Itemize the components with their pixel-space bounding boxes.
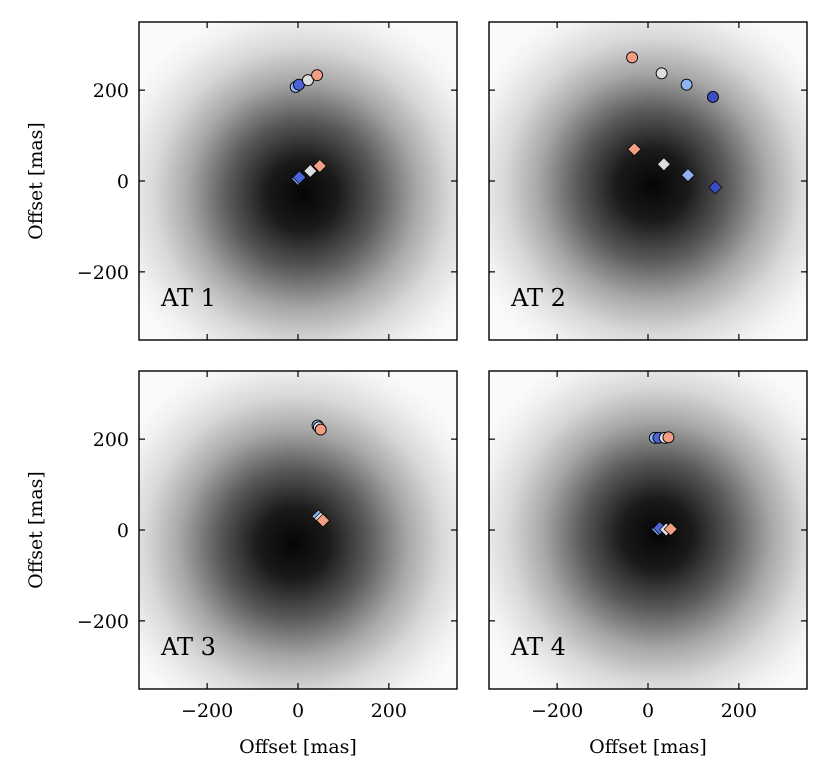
panel-title: AT 4: [510, 633, 566, 661]
y-axis-label-top: Offset [mas]: [25, 122, 47, 240]
x-tick-label: 200: [371, 700, 407, 722]
x-axis-label-left: Offset [mas]: [239, 736, 357, 758]
x-tick-label: −200: [531, 700, 583, 722]
circle-marker: [680, 78, 693, 91]
diamond-marker: [292, 170, 307, 185]
circle-marker: [311, 69, 324, 82]
panel-1: −200 0 200 AT 1: [77, 21, 458, 341]
y-tick-label: 200: [93, 80, 129, 102]
diamond-marker: [627, 142, 642, 157]
x-tick-label: 0: [292, 700, 304, 722]
circle-marker: [626, 51, 639, 64]
circle-marker: [302, 74, 314, 87]
circle-marker: [655, 67, 668, 80]
panel-3: −200 0 200 −200 0 200 AT 3: [77, 370, 458, 722]
panel-2: AT 2: [488, 21, 808, 341]
panel-title: AT 1: [160, 284, 216, 312]
panel-background: [489, 371, 807, 689]
markers: [289, 69, 327, 186]
circle-marker: [662, 431, 675, 444]
y-tick-label: −200: [77, 262, 129, 284]
diamond-marker: [312, 159, 327, 174]
y-axis-label-bottom: Offset [mas]: [25, 471, 47, 589]
diamond-marker: [656, 157, 671, 172]
panel-background: [139, 371, 457, 689]
circle-marker: [707, 91, 719, 103]
circle-marker: [314, 423, 327, 436]
x-tick-label: 200: [721, 700, 757, 722]
panel-title: AT 3: [160, 633, 216, 661]
x-tick-label: 0: [642, 700, 654, 722]
y-tick-label: 200: [93, 429, 129, 451]
markers: [626, 51, 723, 195]
y-tick-label: −200: [77, 611, 129, 633]
y-tick-label: 0: [117, 171, 129, 193]
diamond-marker: [315, 513, 330, 528]
diamond-marker: [303, 164, 318, 179]
panel-title: AT 2: [510, 284, 566, 312]
markers: [648, 431, 678, 537]
diamond-marker: [680, 168, 695, 183]
diamond-marker: [663, 522, 678, 537]
diamond-marker: [708, 180, 723, 195]
panel-4: −200 0 200 AT 4: [488, 370, 808, 722]
markers: [311, 419, 330, 528]
x-axis-label-right: Offset [mas]: [589, 736, 707, 758]
y-tick-label: 0: [117, 520, 129, 542]
panel-background: [489, 22, 807, 340]
x-tick-label: −200: [181, 700, 233, 722]
